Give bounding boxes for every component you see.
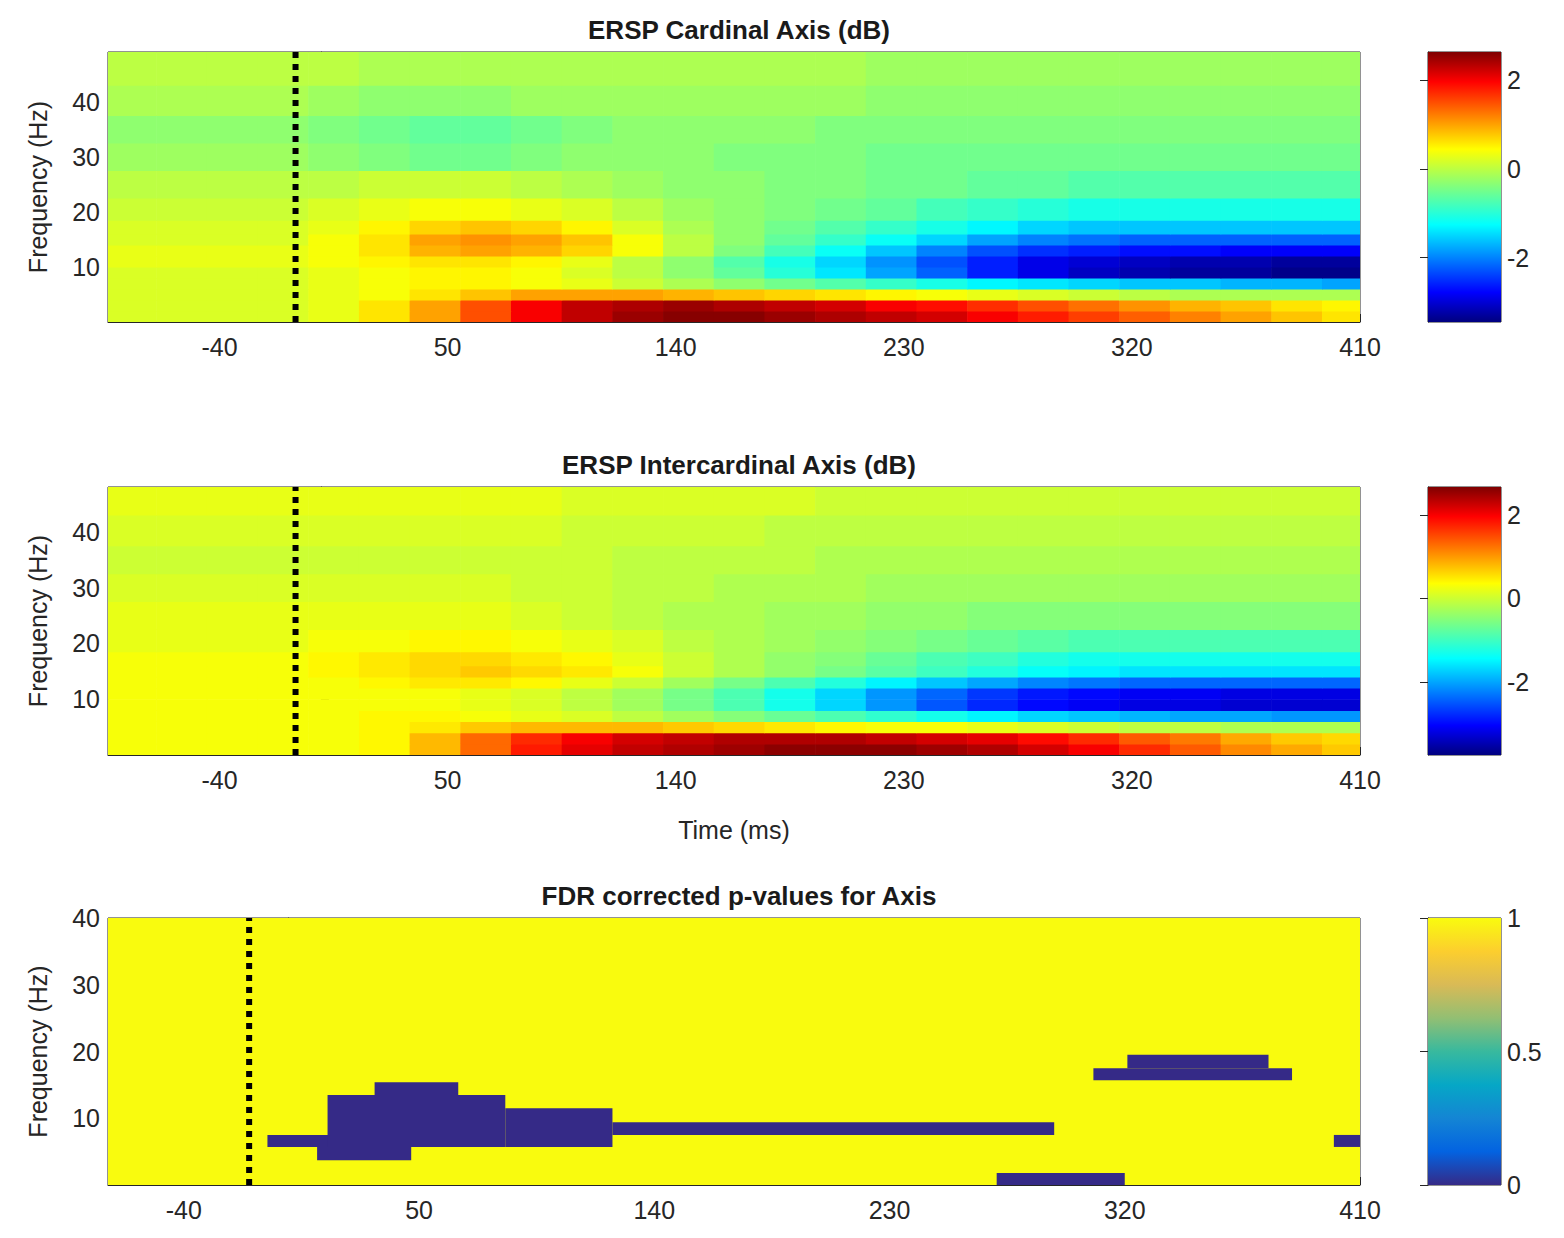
svg-text:10: 10: [72, 685, 100, 713]
svg-text:Frequency (Hz): Frequency (Hz): [24, 101, 52, 273]
svg-text:50: 50: [434, 766, 462, 794]
svg-text:2: 2: [1507, 66, 1521, 94]
svg-text:50: 50: [434, 333, 462, 361]
svg-text:320: 320: [1104, 1196, 1146, 1224]
svg-text:Frequency (Hz): Frequency (Hz): [24, 535, 52, 707]
svg-text:Frequency (Hz): Frequency (Hz): [24, 965, 52, 1137]
svg-text:320: 320: [1111, 766, 1153, 794]
svg-text:410: 410: [1339, 1196, 1381, 1224]
svg-text:20: 20: [72, 198, 100, 226]
svg-text:230: 230: [883, 766, 925, 794]
svg-text:30: 30: [72, 574, 100, 602]
svg-text:Time (ms): Time (ms): [678, 816, 790, 844]
svg-text:0.5: 0.5: [1507, 1038, 1542, 1066]
svg-text:-40: -40: [201, 766, 237, 794]
svg-text:50: 50: [405, 1196, 433, 1224]
svg-text:-40: -40: [201, 333, 237, 361]
svg-text:40: 40: [72, 518, 100, 546]
svg-text:-2: -2: [1507, 668, 1529, 696]
svg-text:-40: -40: [166, 1196, 202, 1224]
svg-text:2: 2: [1507, 501, 1521, 529]
svg-text:410: 410: [1339, 333, 1381, 361]
svg-text:20: 20: [72, 1038, 100, 1066]
svg-text:30: 30: [72, 971, 100, 999]
svg-text:40: 40: [72, 904, 100, 932]
svg-text:140: 140: [633, 1196, 675, 1224]
svg-text:0: 0: [1507, 155, 1521, 183]
svg-text:0: 0: [1507, 584, 1521, 612]
svg-text:410: 410: [1339, 766, 1381, 794]
svg-text:10: 10: [72, 253, 100, 281]
svg-text:30: 30: [72, 143, 100, 171]
svg-text:0: 0: [1507, 1171, 1521, 1199]
svg-text:10: 10: [72, 1104, 100, 1132]
svg-text:40: 40: [72, 88, 100, 116]
svg-text:320: 320: [1111, 333, 1153, 361]
svg-text:1: 1: [1507, 904, 1521, 932]
svg-text:140: 140: [655, 333, 697, 361]
svg-text:-2: -2: [1507, 244, 1529, 272]
svg-text:ERSP Cardinal Axis (dB): ERSP Cardinal Axis (dB): [588, 15, 890, 45]
svg-text:140: 140: [655, 766, 697, 794]
svg-text:230: 230: [883, 333, 925, 361]
svg-text:ERSP Intercardinal Axis (dB): ERSP Intercardinal Axis (dB): [562, 450, 916, 480]
svg-text:FDR corrected p-values for Axi: FDR corrected p-values for Axis: [542, 881, 937, 911]
svg-text:230: 230: [869, 1196, 911, 1224]
svg-text:20: 20: [72, 629, 100, 657]
